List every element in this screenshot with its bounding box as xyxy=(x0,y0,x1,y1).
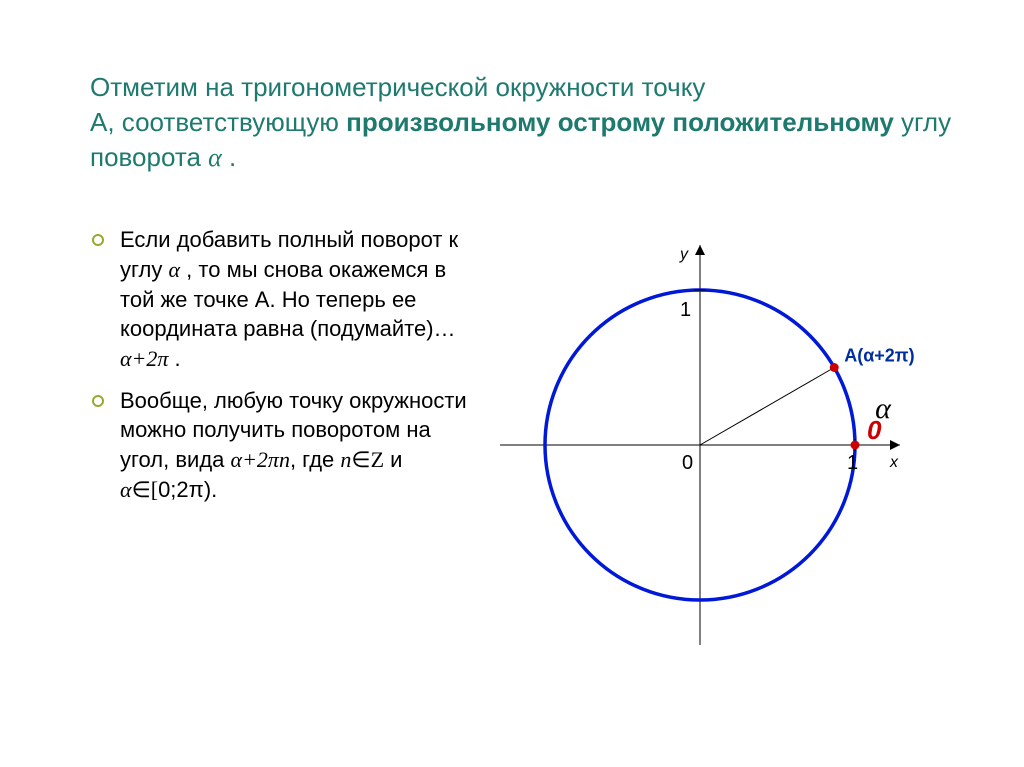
bullet-list: Если добавить полный поворот к углу α , … xyxy=(90,225,470,516)
svg-text:0: 0 xyxy=(682,452,693,474)
title-line1: Отметим на тригонометрической окружности… xyxy=(90,72,705,102)
b2-alpha: α xyxy=(120,477,132,502)
svg-text:1: 1 xyxy=(680,299,691,321)
svg-text:1: 1 xyxy=(847,452,858,474)
svg-text:А(α+2π): А(α+2π) xyxy=(844,346,914,366)
b2-n2: n xyxy=(340,447,351,472)
title-bold: произвольному острому положительному xyxy=(346,107,894,137)
b1-t3: . xyxy=(168,346,180,371)
b1-formula: α+2π xyxy=(120,346,168,371)
title-period: . xyxy=(222,142,236,172)
unit-circle-chart: yx011А(α+2π)α0 xyxy=(470,225,964,645)
b1-alpha: α xyxy=(169,257,181,282)
bullet-item-1: Если добавить полный поворот к углу α , … xyxy=(90,225,470,373)
b2-t2: , где xyxy=(290,447,340,472)
title-line2-pre: А, соответствующую xyxy=(90,107,346,137)
slide: Отметим на тригонометрической окружности… xyxy=(0,0,1024,767)
b2-n: n xyxy=(279,447,290,472)
b2-t3: и xyxy=(384,447,402,472)
bullet-item-2: Вообще, любую точку окружности можно пол… xyxy=(90,386,470,505)
svg-text:0: 0 xyxy=(867,415,882,445)
slide-title: Отметим на тригонометрической окружности… xyxy=(90,70,964,175)
chart-svg: yx011А(α+2π)α0 xyxy=(470,225,950,655)
svg-text:y: y xyxy=(679,246,689,263)
b2-range: 0;2π). xyxy=(158,477,217,502)
content-row: Если добавить полный поворот к углу α , … xyxy=(90,225,964,645)
b2-in2: ∈[ xyxy=(132,477,159,502)
b2-Z: Z xyxy=(371,447,384,472)
title-alpha: α xyxy=(208,143,222,172)
svg-text:x: x xyxy=(889,454,899,471)
b2-f1: α+2π xyxy=(231,447,279,472)
b2-in: ∈ xyxy=(351,447,370,472)
